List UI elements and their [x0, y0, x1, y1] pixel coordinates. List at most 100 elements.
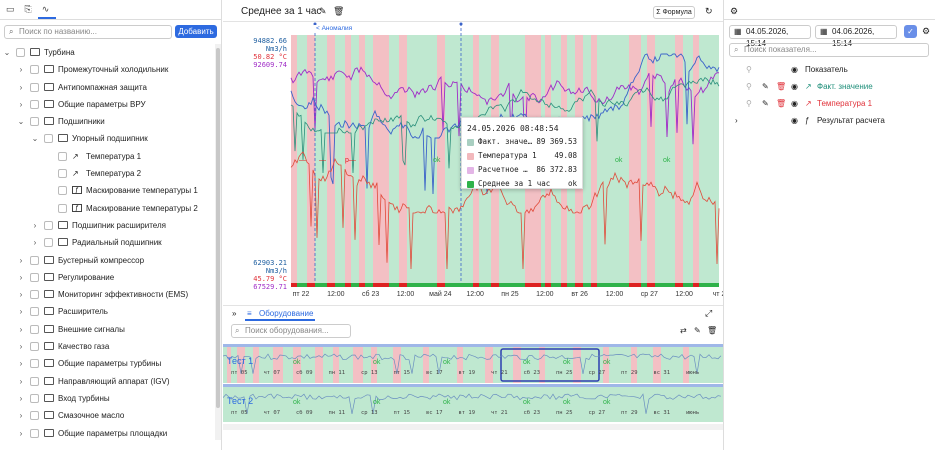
chevron-right-icon[interactable]: ›	[19, 376, 23, 386]
tree-item[interactable]: ƒ Маскирование температуры 2	[0, 200, 215, 217]
scrollbar-thumb[interactable]	[216, 48, 220, 408]
indicator-row[interactable]: ⚲ ✎ 🗑 ◉ ↗ Факт. значение	[724, 78, 929, 95]
edit-icon[interactable]: ✎	[762, 99, 769, 108]
tree-checkbox[interactable]	[44, 134, 53, 144]
pin-icon[interactable]: ⚲	[746, 99, 752, 108]
tree-checkbox[interactable]	[30, 393, 39, 403]
add-button[interactable]: Добавить	[175, 25, 217, 38]
chevron-right-icon[interactable]: ›	[19, 272, 23, 282]
chevron-right-icon[interactable]: ›	[19, 359, 23, 369]
tree-item[interactable]: › Направляющий аппарат (IGV)	[0, 373, 215, 390]
chevron-right-icon[interactable]: ›	[19, 82, 23, 92]
tree-checkbox[interactable]	[16, 48, 25, 57]
eye-icon[interactable]: ◉	[791, 116, 798, 125]
tree-checkbox[interactable]	[58, 169, 67, 179]
chevron-right-icon[interactable]: ›	[19, 290, 23, 300]
chevron-right-icon[interactable]: ›	[33, 238, 37, 248]
settings-sliders-icon[interactable]: ⇄	[680, 326, 687, 335]
tree-item[interactable]: › Качество газа	[0, 338, 215, 355]
gear-icon[interactable]: ⚙	[922, 26, 931, 36]
tree-item[interactable]: › Общие параметры ВРУ	[0, 96, 215, 113]
tree-scrollbar[interactable]	[215, 44, 221, 440]
tree-item[interactable]: ⌄ Упорный подшипник	[0, 130, 215, 147]
indicator-row[interactable]: › ◉ ƒ Результат расчета	[724, 112, 929, 129]
eye-icon[interactable]: ◉	[791, 82, 798, 91]
formula-button[interactable]: Σ Формула	[653, 6, 695, 19]
tree-search-input[interactable]: ⌕ Поиск по названию...	[4, 25, 172, 39]
edit-icon[interactable]: ✎	[694, 326, 701, 335]
chevron-right-icon[interactable]: ›	[19, 428, 23, 438]
edit-icon[interactable]: ✎	[762, 82, 769, 91]
chevron-right-icon[interactable]: ›	[19, 411, 23, 421]
indicator-search-input[interactable]: ⌕ Поиск показателя...	[729, 43, 929, 57]
eye-icon[interactable]: ◉	[791, 99, 798, 108]
pin-icon[interactable]: ⚲	[746, 82, 752, 91]
chevron-right-icon[interactable]: ›	[19, 65, 23, 75]
tree-checkbox[interactable]	[30, 290, 39, 300]
tree-checkbox[interactable]	[30, 376, 39, 386]
tree-item[interactable]: ƒ Маскирование температуры 1	[0, 182, 215, 199]
tree-checkbox[interactable]	[44, 238, 53, 248]
trash-icon[interactable]: 🗑	[776, 99, 787, 108]
tree-checkbox[interactable]	[30, 411, 39, 421]
tree-checkbox[interactable]	[30, 324, 39, 334]
tab-equipment[interactable]: Оборудование	[259, 309, 314, 318]
collapse-icon[interactable]: »	[232, 309, 237, 318]
trash-icon[interactable]: 🗑	[333, 6, 345, 16]
tree-item[interactable]: ⌄ Подшипники	[0, 113, 215, 130]
date-to-field[interactable]: ▦ 04.06.2026, 15:14	[815, 25, 897, 48]
edit-icon[interactable]: ✎	[319, 6, 327, 16]
tree-checkbox[interactable]	[58, 203, 67, 213]
tree-checkbox[interactable]	[30, 82, 39, 92]
tree-item[interactable]: › Регулирование	[0, 269, 215, 286]
tree-item[interactable]: › Общие параметры площадки	[0, 425, 215, 442]
chevron-right-icon[interactable]: ›	[19, 99, 23, 109]
tree-checkbox[interactable]	[30, 99, 39, 109]
trash-icon[interactable]: 🗑	[707, 326, 718, 335]
date-from-field[interactable]: ▦ 04.05.2026, 15:14	[729, 25, 811, 48]
tree-item[interactable]: › Расширитель	[0, 303, 215, 320]
tree-checkbox[interactable]	[58, 186, 67, 196]
chevron-down-icon[interactable]: ⌄	[17, 117, 25, 127]
tree-checkbox[interactable]	[30, 272, 39, 282]
tree-checkbox[interactable]	[30, 342, 39, 352]
tree-checkbox[interactable]	[44, 220, 53, 230]
tree-item[interactable]: ↗ Температура 1	[0, 148, 215, 165]
tree-item[interactable]: › Вход турбины	[0, 390, 215, 407]
trash-icon[interactable]: 🗑	[776, 82, 787, 91]
refresh-icon[interactable]: ↻	[705, 6, 713, 16]
tree-checkbox[interactable]	[30, 117, 39, 127]
chevron-right-icon[interactable]: ›	[735, 116, 738, 125]
chevron-right-icon[interactable]: ›	[19, 307, 23, 317]
chevron-right-icon[interactable]: ›	[19, 393, 23, 403]
equipment-search-input[interactable]: ⌕ Поиск оборудования...	[231, 324, 351, 338]
anomaly-tag[interactable]: < Аномалия	[314, 25, 355, 32]
bookmark-icon[interactable]: ⎘	[24, 4, 32, 14]
chevron-right-icon[interactable]: ›	[33, 220, 37, 230]
tree-item[interactable]: › Мониторинг эффективности (EMS)	[0, 286, 215, 303]
horizontal-scrollbar[interactable]	[223, 424, 723, 430]
tree-item[interactable]: ⌄ Турбина	[0, 44, 215, 61]
tree-checkbox[interactable]	[58, 151, 67, 161]
eye-icon[interactable]: ◉	[791, 65, 798, 74]
chevron-down-icon[interactable]: ⌄	[3, 48, 11, 57]
expand-icon[interactable]: ⤢	[705, 308, 713, 318]
chevron-right-icon[interactable]: ›	[19, 255, 23, 265]
tree-item[interactable]: › Смазочное масло	[0, 407, 215, 424]
tree-checkbox[interactable]	[30, 255, 39, 265]
indicator-row[interactable]: ⚲ ✎ 🗑 ◉ ↗ Температура 1	[724, 95, 929, 112]
gear-icon[interactable]: ⚙	[730, 6, 739, 16]
apply-check-button[interactable]: ✓	[904, 25, 917, 38]
chevron-right-icon[interactable]: ›	[19, 342, 23, 352]
tree-item[interactable]: › Подшипник расширителя	[0, 217, 215, 234]
chevron-right-icon[interactable]: ›	[19, 324, 23, 334]
tree-item[interactable]: › Бустерный компрессор	[0, 252, 215, 269]
tree-checkbox[interactable]	[30, 65, 39, 75]
tree-item[interactable]: › Антипомпажная защита	[0, 79, 215, 96]
chevron-down-icon[interactable]: ⌄	[31, 134, 39, 144]
folder-tree-icon[interactable]: ▭	[6, 4, 15, 14]
tree-checkbox[interactable]	[30, 307, 39, 317]
trend-icon[interactable]: ∿	[41, 4, 50, 14]
tree-item[interactable]: › Радиальный подшипник	[0, 234, 215, 251]
tree-item[interactable]: › Промежуточный холодильник	[0, 61, 215, 78]
